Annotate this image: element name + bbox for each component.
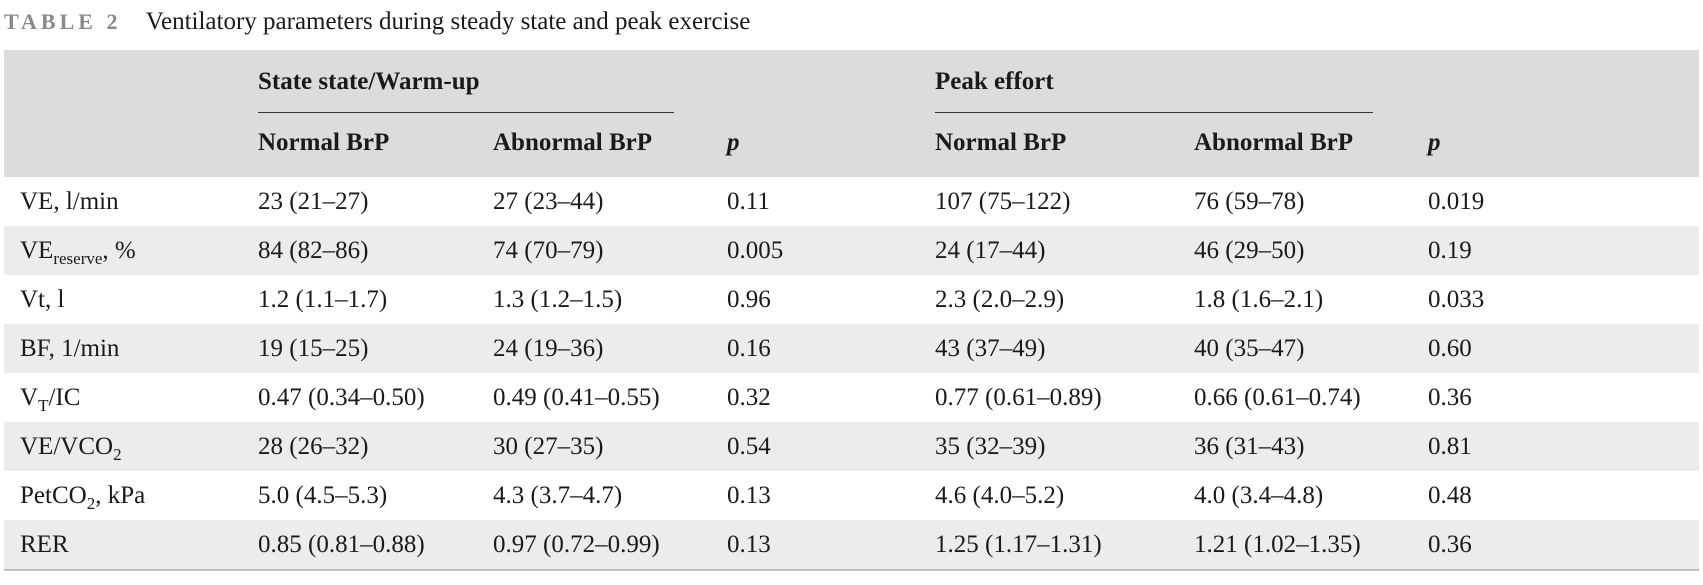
col-header-ss-normal: Normal BrP (258, 129, 390, 156)
ss-normal-cell: 28 (26–32) (258, 433, 369, 460)
pk-p-cell: 0.48 (1428, 482, 1472, 509)
ss-abnormal-cell: 4.3 (3.7–4.7) (493, 482, 623, 509)
ss-normal-cell: 5.0 (4.5–5.3) (258, 482, 388, 509)
ss-p-cell: 0.11 (727, 188, 770, 215)
pk-p-cell: 0.19 (1428, 237, 1472, 264)
param-cell: VE, l/min (20, 188, 119, 215)
pk-normal-cell: 4.6 (4.0–5.2) (935, 482, 1065, 509)
pk-abnormal-cell: 4.0 (3.4–4.8) (1194, 482, 1324, 509)
param-cell: VT/IC (20, 373, 80, 422)
param-subscript: reserve (53, 249, 103, 268)
pk-abnormal-cell: 36 (31–43) (1194, 433, 1305, 460)
ss-normal-cell: 23 (21–27) (258, 188, 369, 215)
ss-p-cell: 0.32 (727, 384, 771, 411)
ss-normal-cell: 0.85 (0.81–0.88) (258, 531, 425, 558)
table-caption: TABLE 2 Ventilatory parameters during st… (4, 4, 750, 40)
ss-abnormal-cell: 30 (27–35) (493, 433, 604, 460)
ss-abnormal-cell: 0.97 (0.72–0.99) (493, 531, 660, 558)
group-rule-peak-effort (935, 112, 1373, 113)
ss-abnormal-cell: 24 (19–36) (493, 335, 604, 362)
ss-abnormal-cell: 0.49 (0.41–0.55) (493, 384, 660, 411)
col-header-pk-normal: Normal BrP (935, 129, 1067, 156)
table-header: State state/Warm-up Peak effort Normal B… (4, 50, 1699, 177)
col-header-pk-abnormal: Abnormal BrP (1194, 129, 1354, 156)
table-row: VT/IC 0.47 (0.34–0.50) 0.49 (0.41–0.55) … (4, 373, 1699, 422)
pk-p-cell: 0.36 (1428, 531, 1472, 558)
table-title: Ventilatory parameters during steady sta… (145, 8, 751, 35)
table-row: RER 0.85 (0.81–0.88) 0.97 (0.72–0.99) 0.… (4, 520, 1699, 569)
pk-abnormal-cell: 1.21 (1.02–1.35) (1194, 531, 1361, 558)
param-cell: PetCO2, kPa (20, 471, 145, 520)
pk-p-cell: 0.81 (1428, 433, 1472, 460)
table-row: VE/VCO2 28 (26–32) 30 (27–35) 0.54 35 (3… (4, 422, 1699, 471)
param-tail: , % (102, 237, 136, 264)
param-main: V (20, 384, 39, 411)
param-tail: /IC (48, 384, 81, 411)
param-main: PetCO (20, 482, 87, 509)
table-row: BF, 1/min 19 (15–25) 24 (19–36) 0.16 43 … (4, 324, 1699, 373)
param-cell: BF, 1/min (20, 335, 120, 362)
pk-normal-cell: 0.77 (0.61–0.89) (935, 384, 1102, 411)
group-rule-steady-state (258, 112, 674, 113)
pk-p-cell: 0.033 (1428, 286, 1485, 313)
param-subscript: T (38, 396, 49, 415)
param-main: VE (20, 237, 54, 264)
param-subscript: 2 (113, 445, 122, 464)
param-main: VE/VCO (20, 433, 114, 460)
param-subscript: 2 (86, 494, 96, 513)
ss-normal-cell: 84 (82–86) (258, 237, 369, 264)
pk-abnormal-cell: 76 (59–78) (1194, 188, 1305, 215)
pk-normal-cell: 35 (32–39) (935, 433, 1046, 460)
ss-p-cell: 0.54 (727, 433, 771, 460)
col-header-ss-abnormal: Abnormal BrP (493, 129, 653, 156)
table-bottom-rule (4, 569, 1699, 571)
group-header-steady-state: State state/Warm-up (258, 68, 480, 95)
ss-p-cell: 0.96 (727, 286, 771, 313)
ss-abnormal-cell: 1.3 (1.2–1.5) (493, 286, 623, 313)
group-header-peak-effort: Peak effort (935, 68, 1054, 95)
ss-p-cell: 0.005 (727, 237, 784, 264)
table-row: VEreserve, % 84 (82–86) 74 (70–79) 0.005… (4, 226, 1699, 275)
param-cell: VE/VCO2 (20, 422, 122, 471)
param-cell: RER (20, 531, 69, 558)
pk-normal-cell: 107 (75–122) (935, 188, 1071, 215)
pk-abnormal-cell: 1.8 (1.6–2.1) (1194, 286, 1324, 313)
col-header-ss-p: p (727, 129, 740, 156)
col-header-pk-p: p (1428, 129, 1441, 156)
ss-p-cell: 0.13 (727, 531, 771, 558)
pk-normal-cell: 2.3 (2.0–2.9) (935, 286, 1065, 313)
pk-abnormal-cell: 0.66 (0.61–0.74) (1194, 384, 1361, 411)
pk-p-cell: 0.60 (1428, 335, 1472, 362)
pk-normal-cell: 24 (17–44) (935, 237, 1046, 264)
ss-p-cell: 0.13 (727, 482, 771, 509)
ss-p-cell: 0.16 (727, 335, 771, 362)
pk-p-cell: 0.019 (1428, 188, 1485, 215)
table-number: TABLE 2 (4, 9, 122, 34)
ss-normal-cell: 19 (15–25) (258, 335, 369, 362)
ss-normal-cell: 1.2 (1.1–1.7) (258, 286, 388, 313)
table-row: Vt, l 1.2 (1.1–1.7) 1.3 (1.2–1.5) 0.96 2… (4, 275, 1699, 324)
table-row: VE, l/min 23 (21–27) 27 (23–44) 0.11 107… (4, 177, 1699, 226)
pk-p-cell: 0.36 (1428, 384, 1472, 411)
ventilatory-table: State state/Warm-up Peak effort Normal B… (4, 50, 1699, 571)
param-cell: Vt, l (20, 286, 65, 313)
ss-normal-cell: 0.47 (0.34–0.50) (258, 384, 425, 411)
pk-abnormal-cell: 46 (29–50) (1194, 237, 1305, 264)
pk-normal-cell: 43 (37–49) (935, 335, 1046, 362)
ss-abnormal-cell: 27 (23–44) (493, 188, 604, 215)
param-cell: VEreserve, % (20, 226, 136, 275)
table-row: PetCO2, kPa 5.0 (4.5–5.3) 4.3 (3.7–4.7) … (4, 471, 1699, 520)
ss-abnormal-cell: 74 (70–79) (493, 237, 604, 264)
pk-abnormal-cell: 40 (35–47) (1194, 335, 1305, 362)
param-tail: , kPa (95, 482, 146, 509)
pk-normal-cell: 1.25 (1.17–1.31) (935, 531, 1102, 558)
